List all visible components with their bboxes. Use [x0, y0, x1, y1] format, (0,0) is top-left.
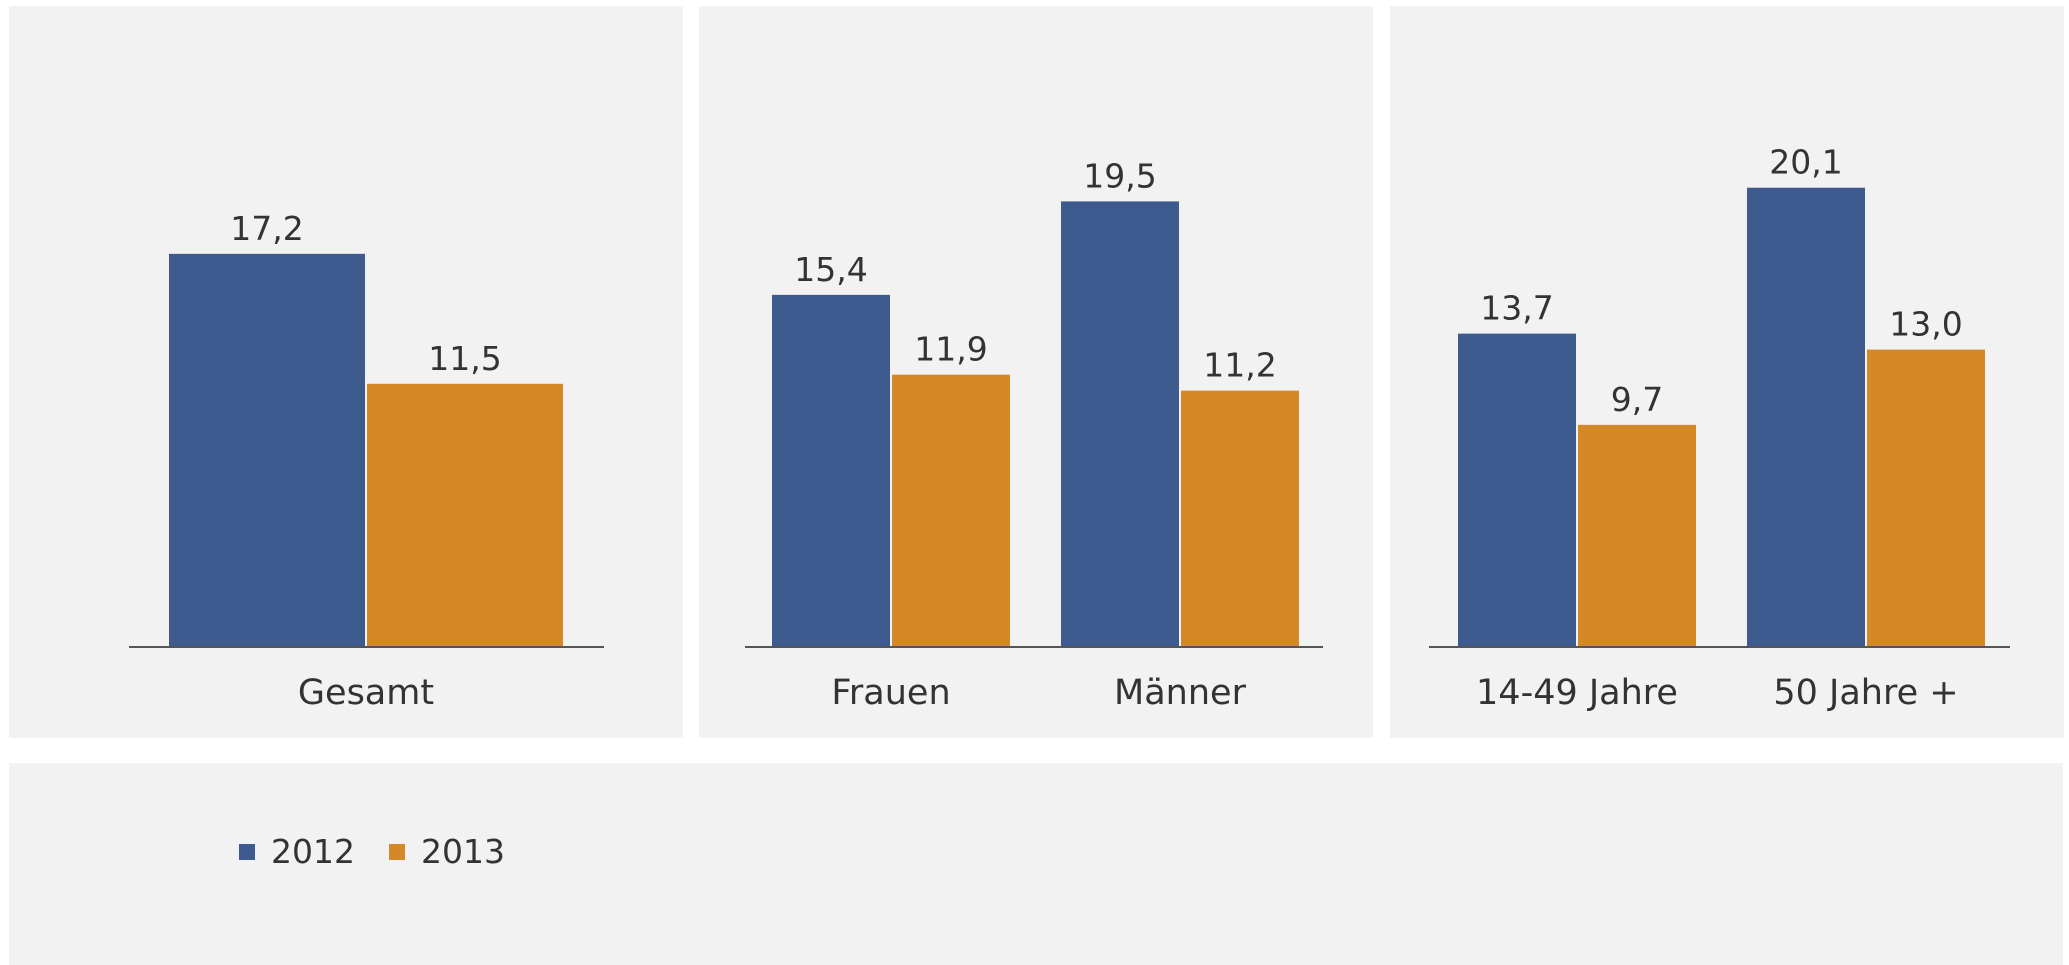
chart-svg-gesamt: 17,2 11,5 Gesamt [129, 209, 604, 713]
bar-2013-0 [367, 383, 563, 646]
category-label-1: 50 Jahre + [1773, 673, 1958, 713]
legend-label-2012: 2012 [271, 832, 355, 871]
chart-panel-gesamt: 17,2 11,5 Gesamt [9, 6, 683, 738]
bar-2012-0 [772, 294, 890, 646]
data-label-2012-1: 20,1 [1769, 143, 1842, 182]
legend-swatch-2012 [239, 843, 255, 860]
category-label-0: 14-49 Jahre [1476, 673, 1678, 713]
data-label-2013-0: 11,9 [914, 330, 987, 369]
bar-2012-1 [1747, 187, 1865, 646]
bar-2012-0 [1458, 333, 1576, 646]
category-label-1: Männer [1114, 673, 1247, 713]
legend-label-2013: 2013 [420, 832, 505, 871]
chart-panel-geschlecht: 15,4 11,9 Frauen 19,5 11,2 Männer [699, 6, 1373, 738]
category-label-0: Frauen [831, 673, 950, 713]
chart-svg-geschlecht: 15,4 11,9 Frauen 19,5 11,2 Männer [745, 156, 1323, 713]
legend: 2012 2013 [239, 832, 539, 871]
data-label-2012-0: 13,7 [1480, 289, 1553, 328]
bar-2013-0 [1578, 424, 1696, 646]
bar-2013-0 [892, 374, 1010, 646]
data-label-2012-0: 15,4 [794, 250, 867, 289]
category-label-0: Gesamt [298, 673, 434, 713]
chart-panel-alter: 13,7 9,7 14-49 Jahre 20,1 13,0 50 Jahre + [1390, 6, 2064, 738]
data-label-2013-1: 11,2 [1203, 346, 1276, 385]
data-label-2012-0: 17,2 [230, 209, 303, 248]
bar-2012-1 [1061, 201, 1179, 646]
data-label-2012-1: 19,5 [1083, 156, 1156, 195]
legend-panel [9, 763, 2063, 965]
bar-2013-1 [1181, 390, 1299, 646]
bar-2013-1 [1867, 349, 1985, 646]
bar-2012-0 [169, 253, 365, 646]
data-label-2013-0: 11,5 [428, 339, 501, 378]
legend-swatch-2013 [388, 843, 405, 860]
data-label-2013-0: 9,7 [1611, 380, 1663, 419]
legend-item-2012: 2012 [239, 832, 355, 871]
data-label-2013-1: 13,0 [1889, 305, 1962, 344]
chart-svg-alter: 13,7 9,7 14-49 Jahre 20,1 13,0 50 Jahre + [1429, 143, 2010, 713]
legend-item-2013: 2013 [388, 832, 505, 871]
